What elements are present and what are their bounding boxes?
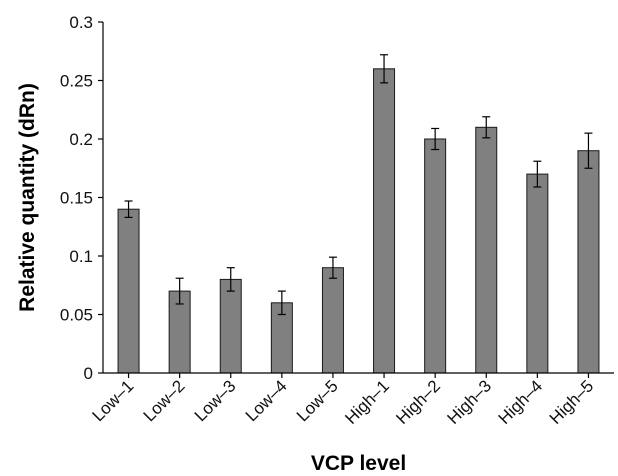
bar-High–4 [526,173,549,374]
x-tick-label: High–3 [444,376,496,428]
x-tick-label: High–4 [495,376,547,428]
bar-Low–5 [321,267,344,374]
x-axis-ticks: Low–1 Low–2 Low–3 Low–4 Low–5 High–1 High–2 Hig… [89,373,598,428]
x-tick-label: Low–2 [140,376,189,425]
y-tick-label: 0.25 [60,72,93,91]
y-tick-label: 0.2 [69,130,93,149]
x-tick-label: Low–4 [242,376,291,425]
bar-Low–1 [117,208,140,374]
x-tick-label: High–5 [546,376,598,428]
y-axis-ticks: 0 0.05 0.1 0.15 0.2 0.25 0.3 [60,13,103,383]
bar-Low–3 [219,278,242,374]
y-tick-label: 0.3 [69,13,93,32]
y-axis-title: Relative quantity (dRn) [16,83,39,312]
bar-High–1 [373,68,396,374]
x-tick-label: Low–3 [191,376,240,425]
x-tick-label: Low–5 [293,376,342,425]
bar-High–5 [577,150,600,374]
x-tick-label: Low–1 [89,376,138,425]
x-axis-title: VCP level [311,452,406,475]
y-tick-label: 0.05 [60,306,93,325]
bar-High–2 [424,138,447,374]
bar-High–3 [475,126,498,374]
x-tick-label: High–1 [341,376,393,428]
y-tick-label: 0.15 [60,189,93,208]
x-tick-label: High–2 [392,376,444,428]
y-tick-label: 0 [84,364,93,383]
bars [117,68,600,374]
y-tick-label: 0.1 [69,247,93,266]
error-bars [124,54,593,316]
